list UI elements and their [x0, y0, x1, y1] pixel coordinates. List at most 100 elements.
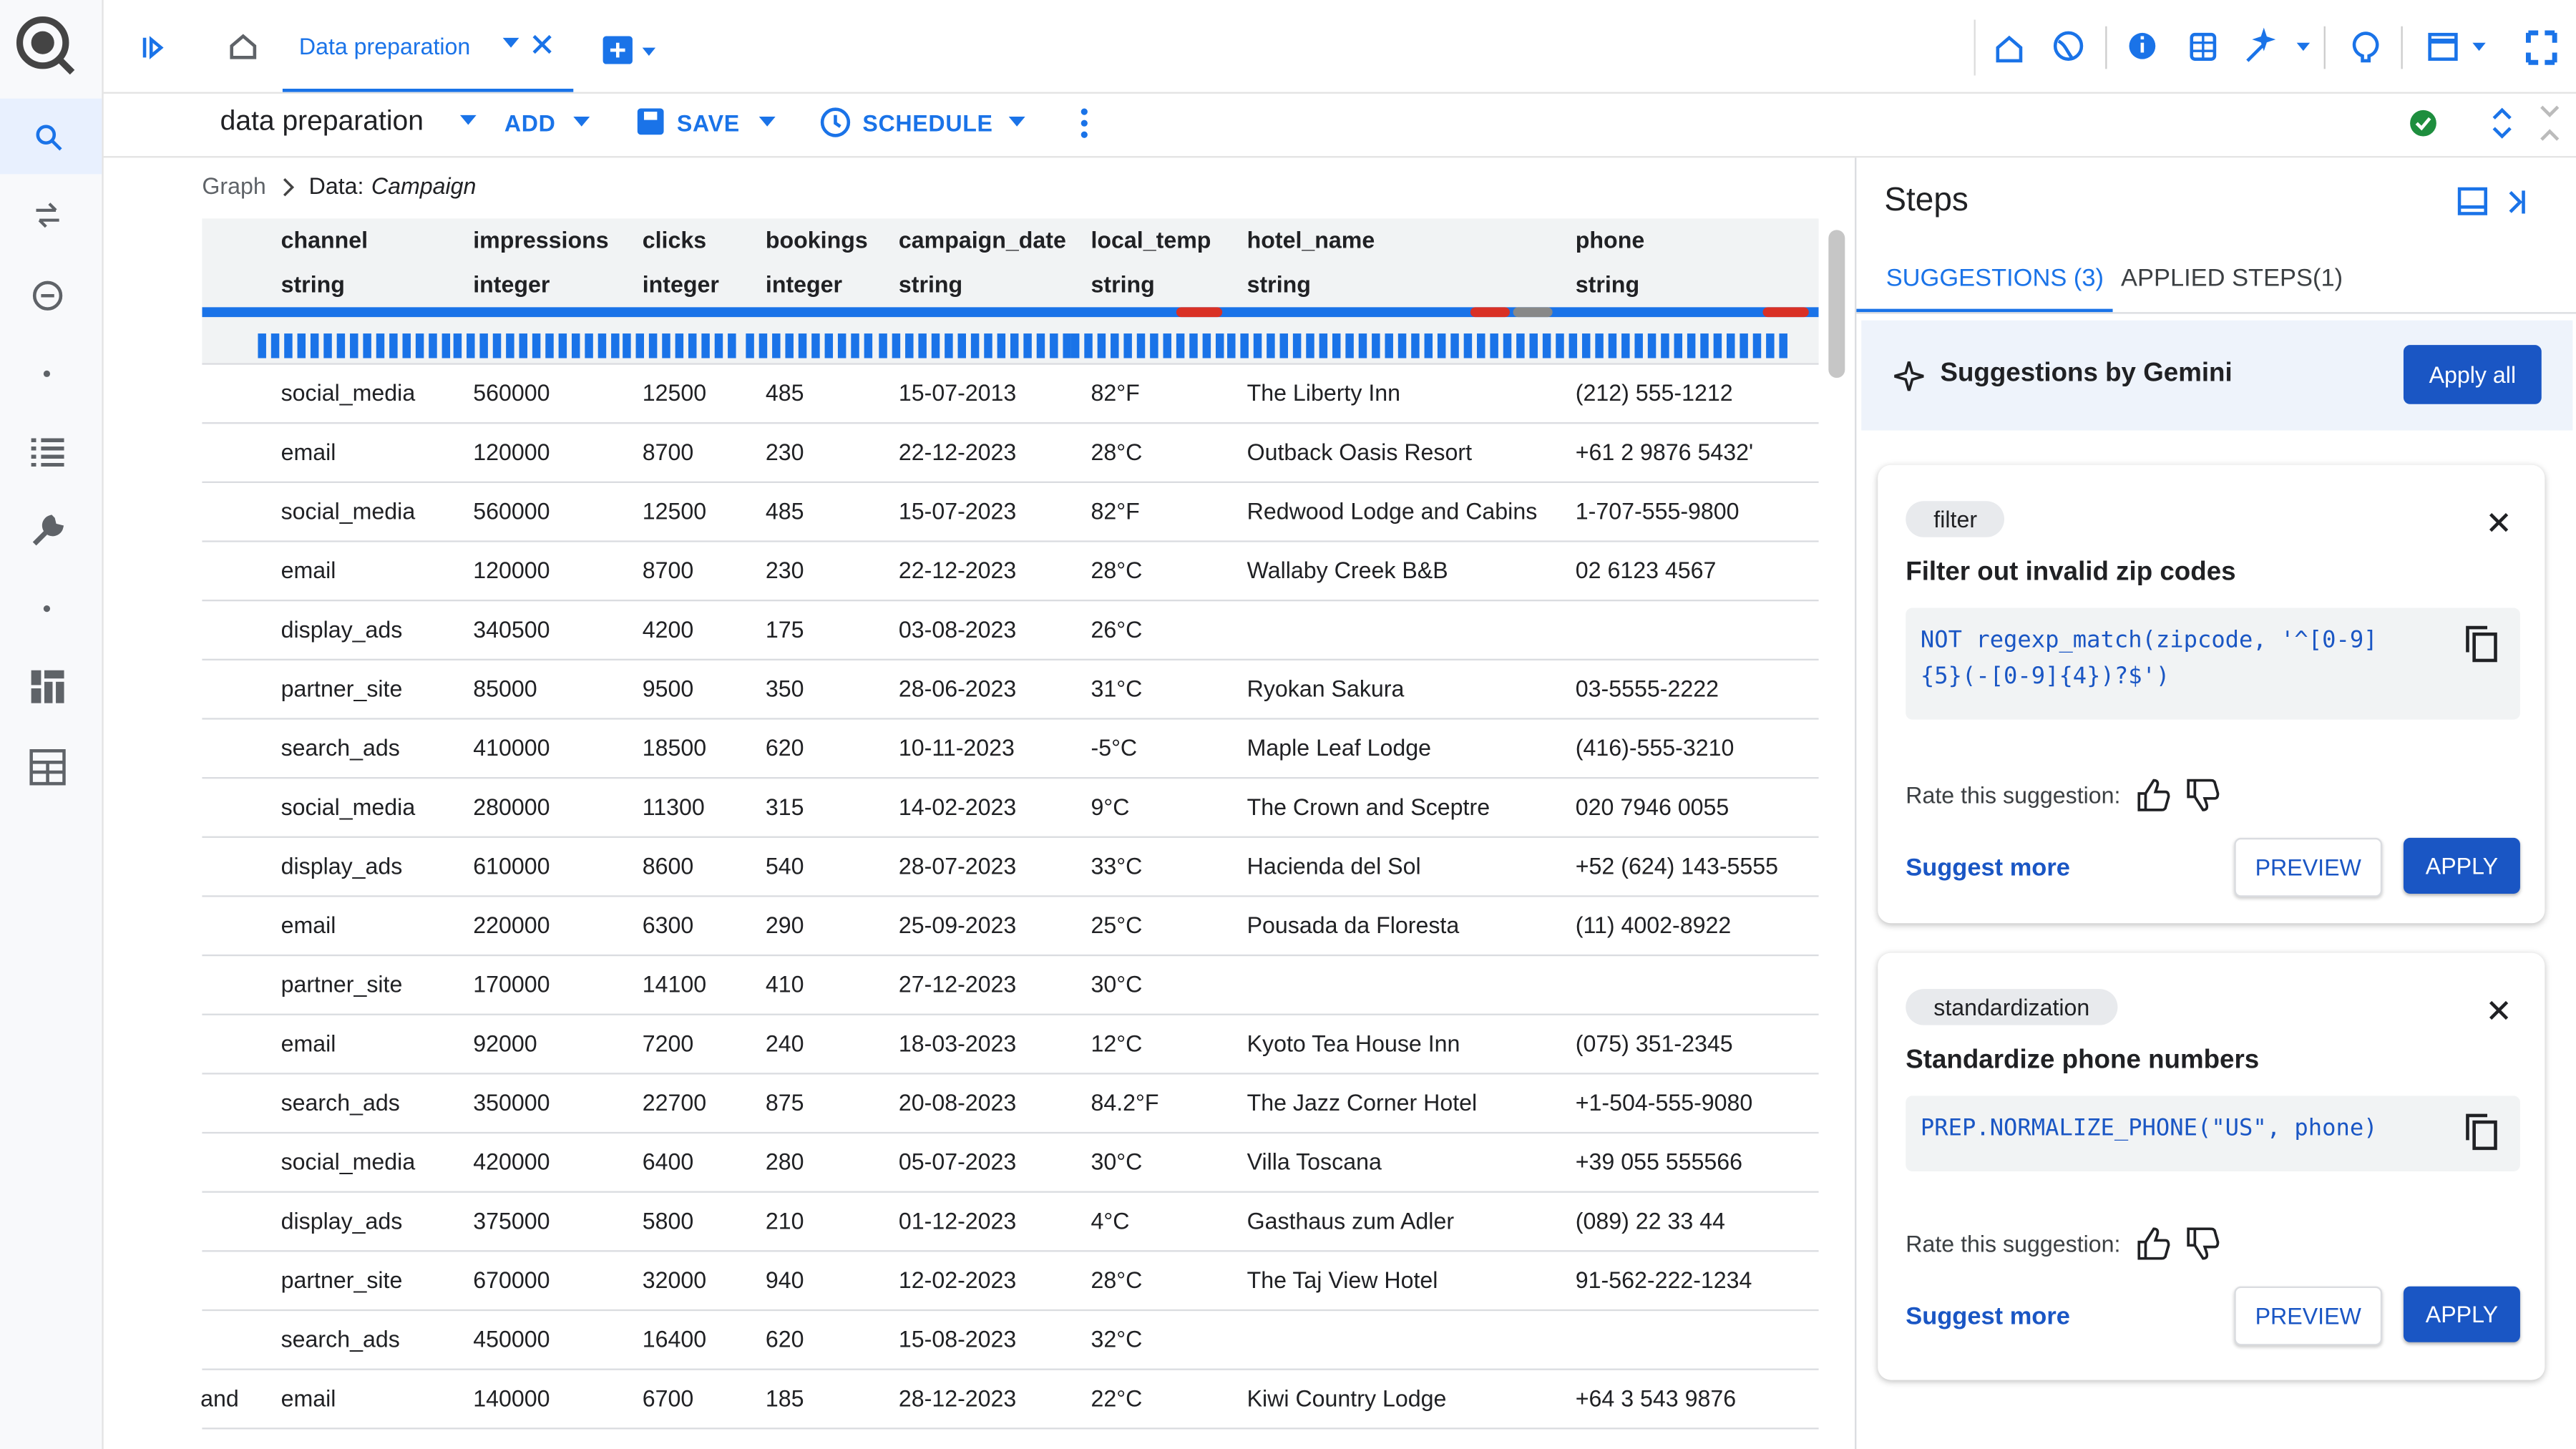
cell: search_ads	[280, 1089, 400, 1116]
cell: 560000	[473, 497, 550, 525]
schedule-button[interactable]: SCHEDULE	[862, 109, 993, 137]
search-nav[interactable]	[0, 98, 102, 175]
table-row[interactable]	[202, 1309, 1819, 1370]
table-row[interactable]	[202, 1014, 1819, 1075]
collapse-icons[interactable]	[2489, 105, 2567, 142]
apply-button[interactable]: APPLY	[2403, 837, 2520, 894]
expand-panel[interactable]	[141, 34, 164, 61]
suggest-more[interactable]: Suggest more	[1906, 1302, 2070, 1331]
close-card[interactable]	[2487, 999, 2510, 1022]
cell: 14-02-2023	[898, 793, 1017, 820]
apply-all-button[interactable]: Apply all	[2403, 345, 2542, 404]
cell: 5800	[642, 1207, 694, 1234]
card-tag: standardization	[1906, 989, 2118, 1025]
schedule-menu[interactable]	[1008, 117, 1025, 130]
dot	[43, 370, 51, 377]
column-name: hotel_name	[1246, 226, 1375, 253]
table-row[interactable]	[202, 1132, 1819, 1193]
new-tab[interactable]	[601, 33, 660, 66]
cell: 375000	[473, 1207, 550, 1234]
close-tab[interactable]	[532, 34, 552, 54]
cell: partner_site	[280, 1267, 403, 1293]
cell: (089) 22 33 44	[1575, 1207, 1725, 1234]
transfer-nav[interactable]	[33, 202, 62, 228]
table-row[interactable]	[202, 836, 1819, 897]
save-button[interactable]: SAVE	[676, 109, 740, 137]
cell: 170000	[473, 970, 550, 997]
block-nav[interactable]	[31, 279, 64, 312]
cell: 420000	[473, 1148, 550, 1175]
suggest-more[interactable]: Suggest more	[1906, 854, 2070, 882]
copy-button[interactable]	[2464, 624, 2501, 663]
cell: 22°C	[1091, 1385, 1143, 1412]
toolbar	[103, 92, 2576, 158]
apply-button[interactable]: APPLY	[2403, 1286, 2520, 1342]
table-row[interactable]	[202, 1250, 1819, 1312]
list-nav[interactable]	[29, 437, 66, 467]
rate-icons[interactable]	[2136, 1226, 2228, 1262]
breadcrumb-root[interactable]: Graph	[202, 172, 266, 199]
add-menu[interactable]	[573, 117, 590, 130]
cell: 11300	[642, 793, 705, 820]
preview-button[interactable]: PREVIEW	[2234, 837, 2383, 897]
gemini-header: Suggestions by Gemini Apply all	[1861, 320, 2573, 431]
save-menu[interactable]	[758, 117, 776, 130]
table-row[interactable]	[202, 1191, 1819, 1252]
cell: 620	[765, 734, 804, 761]
table-row[interactable]	[202, 659, 1819, 720]
tab[interactable]: Data preparation	[282, 0, 574, 92]
top-icons	[1974, 19, 2557, 76]
breadcrumb-prefix: Data:	[308, 172, 364, 199]
cell: search_ads	[280, 734, 400, 761]
column-name: phone	[1575, 226, 1645, 253]
cell: 28°C	[1091, 439, 1143, 465]
cell: (416)-555-3210	[1575, 734, 1735, 761]
sidebar	[0, 0, 104, 1449]
suggestions-tab[interactable]: SUGGESTIONS (3)	[1885, 264, 2104, 293]
cell: 27-12-2023	[898, 970, 1017, 997]
name-menu[interactable]	[459, 114, 477, 128]
table-row[interactable]	[202, 1073, 1819, 1134]
tools-nav[interactable]	[29, 512, 66, 549]
cell: 18-03-2023	[898, 1030, 1017, 1057]
cell: 230	[765, 439, 804, 465]
cell: 18500	[642, 734, 707, 761]
table-row[interactable]	[202, 600, 1819, 660]
cell: 560000	[473, 379, 550, 406]
cell: 410000	[473, 734, 550, 761]
more-menu[interactable]	[1079, 107, 1089, 140]
cell: Maple Leaf Lodge	[1246, 734, 1431, 761]
applied-tab[interactable]: APPLIED STEPS(1)	[2121, 264, 2343, 293]
table-row[interactable]	[202, 955, 1819, 1015]
cell: 350000	[473, 1089, 550, 1116]
cell: (075) 351-2345	[1575, 1030, 1733, 1057]
code-line: PREP.NORMALIZE_PHONE("US", phone)	[1920, 1115, 2378, 1142]
copy-button[interactable]	[2464, 1112, 2501, 1151]
save-icon	[637, 108, 664, 135]
cell: 240	[765, 1030, 804, 1057]
code-box	[1906, 1096, 2520, 1171]
panel-icons[interactable]	[2457, 185, 2543, 218]
tab-indicator	[1856, 308, 2113, 313]
preview-button[interactable]: PREVIEW	[2234, 1286, 2383, 1346]
table-row[interactable]	[202, 1369, 1819, 1430]
table-row[interactable]	[202, 482, 1819, 542]
column-type: string	[898, 270, 963, 298]
cell: 26°C	[1091, 615, 1143, 643]
close-card[interactable]	[2487, 511, 2510, 534]
dashboard-nav[interactable]	[29, 668, 66, 705]
cell: 210	[765, 1207, 804, 1234]
cell: 450000	[473, 1325, 550, 1352]
table-row[interactable]	[202, 540, 1819, 602]
table-row[interactable]	[202, 895, 1819, 957]
table-nav[interactable]	[29, 748, 66, 786]
scrollbar[interactable]	[1828, 230, 1845, 379]
home-tab[interactable]	[228, 31, 258, 61]
table-row[interactable]	[202, 422, 1819, 484]
add-button[interactable]: ADD	[504, 109, 556, 137]
table-row[interactable]	[202, 777, 1819, 838]
table-row[interactable]	[202, 363, 1819, 424]
cell: 6300	[642, 912, 694, 938]
table-row[interactable]	[202, 718, 1819, 779]
rate-icons[interactable]	[2136, 777, 2228, 814]
